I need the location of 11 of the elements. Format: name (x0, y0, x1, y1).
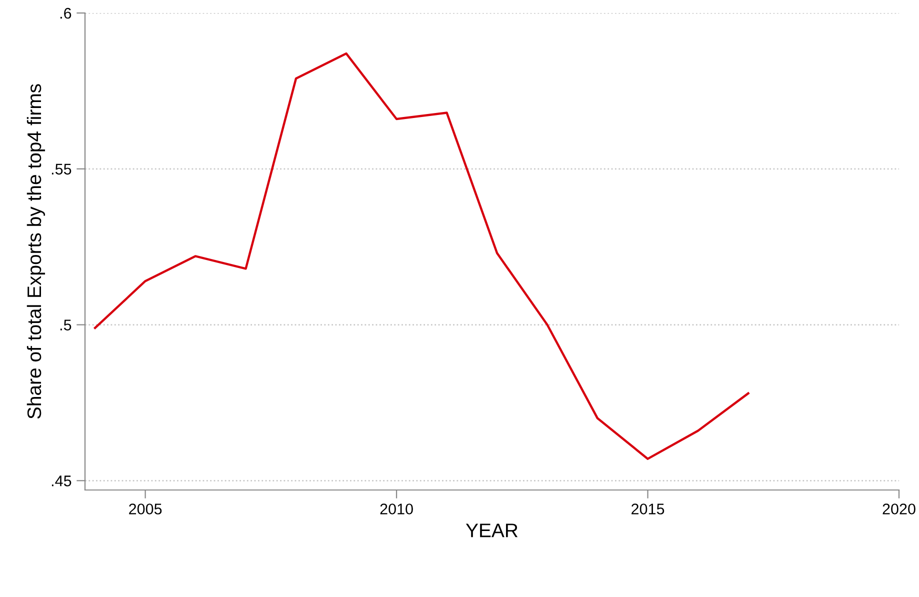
x-axis-title: YEAR (466, 524, 518, 538)
y-tick-label: .55 (52, 164, 72, 175)
y-tick-label: .6 (60, 8, 72, 19)
y-tick-label: .45 (52, 476, 72, 486)
x-tick-label: 2010 (380, 504, 413, 514)
x-tick-label: 2020 (882, 504, 916, 514)
x-tick-label: 2015 (632, 504, 664, 514)
x-tick-label: 2005 (129, 504, 162, 514)
y-tick-label: .5 (60, 320, 72, 330)
y-axis-title: Share of total Exports by the top4 firms (26, 84, 46, 419)
line-series (94, 52, 750, 460)
